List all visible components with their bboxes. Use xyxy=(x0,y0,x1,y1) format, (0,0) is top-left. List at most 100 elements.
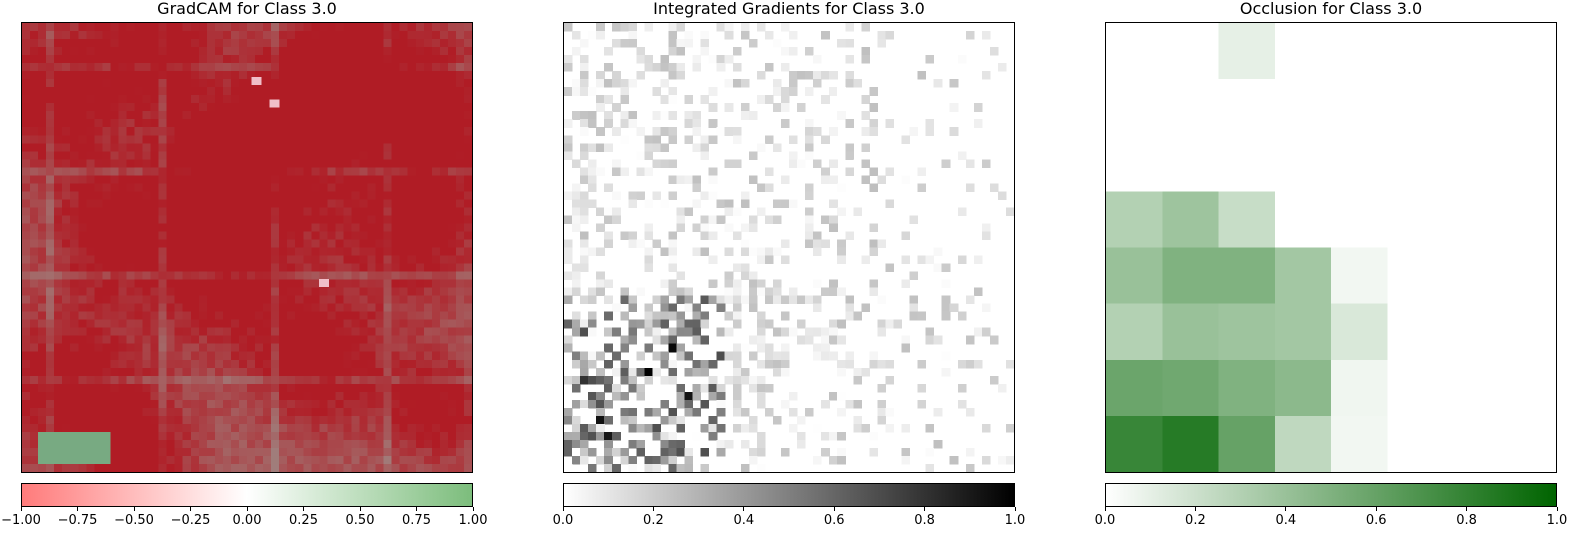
gradcam-cell xyxy=(287,135,296,144)
gradcam-cell xyxy=(311,463,320,472)
integrated-gradients-cell xyxy=(636,47,645,56)
integrated-gradients-cell xyxy=(708,375,718,385)
gradcam-cell xyxy=(54,247,63,257)
integrated-gradients-cell xyxy=(748,447,758,457)
gradcam-cell xyxy=(118,247,128,257)
gradcam-cell xyxy=(150,231,160,241)
gradcam-cell xyxy=(158,263,168,273)
gradcam-cell xyxy=(391,463,401,472)
gradcam-cell xyxy=(367,431,377,441)
gradcam-cell xyxy=(247,207,256,217)
integrated-gradients-cell xyxy=(780,255,790,265)
gradcam-cell xyxy=(247,263,256,273)
gradcam-cell xyxy=(447,391,457,401)
gradcam-cell xyxy=(150,127,160,136)
gradcam-cell xyxy=(247,423,256,433)
gradcam-cell xyxy=(150,351,160,361)
gradcam-cell xyxy=(222,423,232,433)
gradcam-cell xyxy=(367,95,377,104)
occlusion-cell xyxy=(1218,415,1275,472)
gradcam-cell xyxy=(150,71,160,80)
gradcam-cell xyxy=(166,119,176,128)
gradcam-cell xyxy=(38,287,47,297)
gradcam-cell xyxy=(94,23,103,32)
gradcam-cell xyxy=(271,223,280,233)
gradcam-cell xyxy=(86,319,95,329)
integrated-gradients-cell xyxy=(933,263,943,273)
gradcam-cell xyxy=(415,327,425,337)
gradcam-cell xyxy=(247,47,256,56)
gradcam-cell xyxy=(271,287,280,297)
integrated-gradients-cell xyxy=(917,311,927,321)
gradcam-cell xyxy=(190,199,200,209)
gradcam-cell xyxy=(94,407,103,417)
gradcam-cell xyxy=(78,439,87,449)
gradcam-cell xyxy=(22,287,31,297)
integrated-gradients-cell xyxy=(668,23,678,32)
gradcam-cell xyxy=(222,263,232,273)
gradcam-cell xyxy=(150,239,160,249)
gradcam-cell xyxy=(263,447,272,457)
gradcam-cell xyxy=(439,311,449,321)
integrated-gradients-cell xyxy=(997,191,1007,200)
gradcam-cell xyxy=(142,111,152,120)
integrated-gradients-cell xyxy=(901,255,911,265)
integrated-gradients-cell xyxy=(604,463,613,472)
integrated-gradients-cell xyxy=(925,55,935,64)
gradcam-cell xyxy=(295,359,304,369)
integrated-gradients-cell xyxy=(829,199,838,209)
gradcam-cell xyxy=(142,191,152,200)
integrated-gradients-cell xyxy=(588,319,597,329)
gradcam-cell xyxy=(206,167,216,176)
gradcam-cell xyxy=(447,447,457,457)
gradcam-cell xyxy=(22,383,31,393)
gradcam-cell xyxy=(174,111,184,120)
integrated-gradients-cell xyxy=(660,359,670,369)
integrated-gradients-cell xyxy=(604,439,613,449)
gradcam-cell xyxy=(46,327,55,337)
gradcam-cell xyxy=(46,439,55,449)
gradcam-cell xyxy=(198,231,208,241)
gradcam-cell xyxy=(142,55,152,64)
gradcam-cell xyxy=(214,87,224,96)
gradcam-cell xyxy=(110,431,120,441)
integrated-gradients-cell xyxy=(580,111,589,120)
integrated-gradients-cell xyxy=(612,303,621,313)
integrated-gradients-cell xyxy=(829,351,838,361)
integrated-gradients-cell xyxy=(933,407,943,417)
gradcam-cell xyxy=(86,39,95,48)
gradcam-cell xyxy=(439,351,449,361)
gradcam-cell xyxy=(206,159,216,168)
gradcam-cell xyxy=(38,447,47,457)
integrated-gradients-cell xyxy=(572,359,581,369)
gradcam-cell xyxy=(30,223,39,233)
gradcam-cell xyxy=(359,231,369,241)
gradcam-cell xyxy=(463,271,472,281)
integrated-gradients-cell xyxy=(580,55,589,64)
gradcam-cell xyxy=(271,111,280,120)
gradcam-cell xyxy=(46,383,55,393)
integrated-gradients-cell xyxy=(676,63,686,72)
integrated-gradients-cell xyxy=(933,439,943,449)
gradcam-cell xyxy=(30,111,39,120)
gradcam-cell xyxy=(166,399,176,409)
gradcam-cell xyxy=(38,359,47,369)
gradcam-cell xyxy=(86,439,95,449)
gradcam-cell xyxy=(78,183,87,192)
gradcam-cell xyxy=(407,263,417,273)
gradcam-cell xyxy=(134,39,144,48)
gradcam-cell xyxy=(351,287,361,297)
gradcam-cell xyxy=(455,455,465,465)
gradcam-cell xyxy=(303,319,312,329)
integrated-gradients-cell xyxy=(572,351,581,361)
integrated-gradients-cell xyxy=(997,455,1007,465)
gradcam-cell xyxy=(407,431,417,441)
gradcam-cell xyxy=(255,359,264,369)
integrated-gradients-cell xyxy=(797,335,806,345)
gradcam-cell xyxy=(70,455,79,465)
integrated-gradients-cell xyxy=(668,47,678,56)
gradcam-cell xyxy=(327,143,336,152)
gradcam-cell xyxy=(94,175,103,184)
gradcam-cell xyxy=(110,55,120,64)
gradcam-cell xyxy=(142,343,152,353)
